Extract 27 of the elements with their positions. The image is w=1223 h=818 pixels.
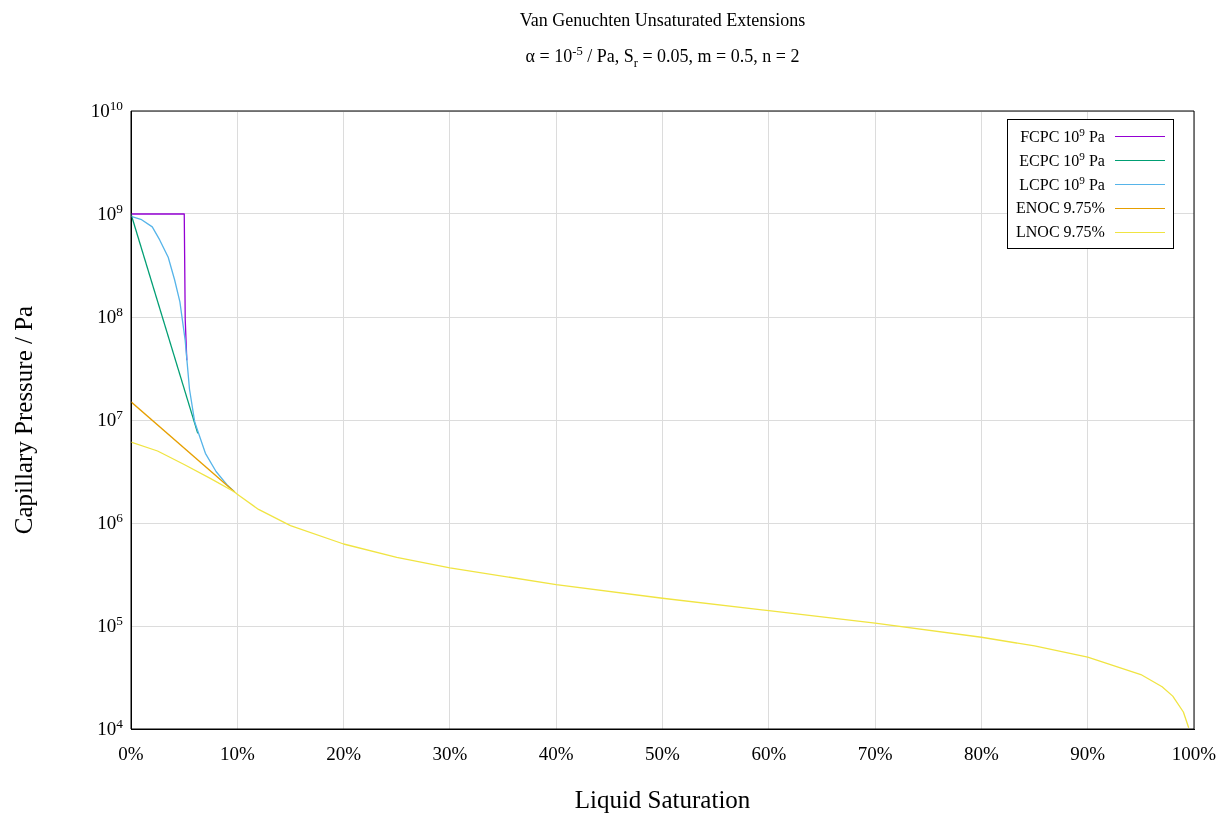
x-tick-label: 20% bbox=[326, 743, 362, 765]
x-tick-label: 10% bbox=[219, 743, 255, 765]
y-tick-label: 10$^{7}$ bbox=[97, 406, 123, 431]
chart-title: Van Genuchten Unsaturated Extensions bbox=[519, 10, 806, 31]
y-tick-label: 10$^{4}$ bbox=[97, 715, 123, 740]
y-axis-title: Capillary Pressure / Pa bbox=[10, 305, 38, 535]
chart-subtitle: α = 10$^{-5}$ / Pa, S$_{r}$ = 0.05, m = 0.5, n = 2 bbox=[525, 44, 800, 71]
x-tick-label: 40% bbox=[538, 743, 574, 765]
legend-label: ENOC 9.75% bbox=[1016, 199, 1105, 217]
legend-label: ECPC 10$^{9}$ Pa bbox=[1019, 149, 1105, 171]
y-tick-label: 10$^{9}$ bbox=[97, 200, 123, 225]
x-tick-label: 0% bbox=[118, 743, 144, 765]
x-tick-label: 100% bbox=[1171, 743, 1217, 765]
x-tick-label: 60% bbox=[751, 743, 787, 765]
x-tick-label: 90% bbox=[1070, 743, 1106, 765]
y-tick-label: 10$^{8}$ bbox=[97, 303, 123, 328]
y-tick-label: 10$^{5}$ bbox=[97, 612, 123, 637]
x-axis-title: Liquid Saturation bbox=[574, 786, 751, 814]
y-tick-label: 10$^{10}$ bbox=[90, 97, 123, 122]
legend-label: LCPC 10$^{9}$ Pa bbox=[1019, 173, 1105, 195]
x-tick-label: 70% bbox=[857, 743, 893, 765]
x-tick-label: 50% bbox=[645, 743, 680, 765]
legend-label: LNOC 9.75% bbox=[1016, 223, 1105, 241]
x-tick-label: 30% bbox=[432, 743, 468, 765]
x-tick-label: 80% bbox=[963, 743, 999, 765]
y-tick-label: 10$^{6}$ bbox=[97, 509, 123, 534]
legend-label: FCPC 10$^{9}$ Pa bbox=[1020, 125, 1105, 147]
